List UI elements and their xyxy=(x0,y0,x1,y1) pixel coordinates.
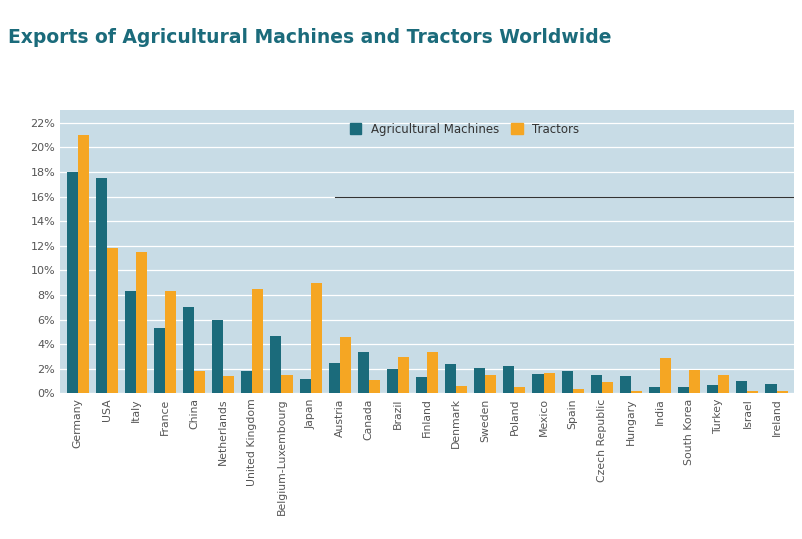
Bar xyxy=(95,178,107,393)
Bar xyxy=(561,371,573,393)
Bar xyxy=(573,389,584,393)
Bar xyxy=(649,388,660,393)
Bar xyxy=(358,351,369,393)
Bar xyxy=(591,375,602,393)
Bar xyxy=(736,381,747,393)
Bar xyxy=(456,386,468,393)
Bar xyxy=(445,364,456,393)
Bar xyxy=(78,135,89,393)
Bar xyxy=(514,388,525,393)
Bar xyxy=(416,377,427,393)
Bar xyxy=(241,371,253,393)
Bar xyxy=(282,375,293,393)
Bar xyxy=(310,283,322,393)
Bar xyxy=(631,391,642,393)
Bar xyxy=(183,307,194,393)
Bar xyxy=(747,391,759,393)
Bar xyxy=(136,252,147,393)
Bar xyxy=(154,328,165,393)
Bar xyxy=(107,248,118,393)
Bar xyxy=(194,371,205,393)
Bar xyxy=(213,320,223,393)
Text: Exports of Agricultural Machines and Tractors Worldwide: Exports of Agricultural Machines and Tra… xyxy=(8,29,611,47)
Bar xyxy=(270,336,282,393)
Text: Share of total volume in % (2011): Share of total volume in % (2011) xyxy=(20,80,273,93)
Bar xyxy=(340,337,350,393)
Bar xyxy=(165,292,176,393)
Bar xyxy=(369,380,380,393)
Bar xyxy=(544,372,555,393)
Bar xyxy=(765,384,776,393)
Bar xyxy=(398,357,409,393)
Bar xyxy=(125,292,136,393)
Bar xyxy=(67,172,78,393)
Bar xyxy=(678,388,689,393)
Bar xyxy=(707,385,719,393)
Bar xyxy=(427,351,438,393)
Bar xyxy=(776,391,788,393)
Bar xyxy=(299,379,310,393)
Bar xyxy=(620,376,631,393)
Bar xyxy=(253,289,263,393)
Bar xyxy=(533,374,544,393)
Bar xyxy=(474,368,485,393)
Bar xyxy=(602,382,613,393)
Bar xyxy=(689,370,700,393)
Bar xyxy=(660,358,671,393)
Legend: Agricultural Machines, Tractors: Agricultural Machines, Tractors xyxy=(345,118,584,140)
Bar xyxy=(329,363,340,393)
Bar xyxy=(485,375,496,393)
Bar xyxy=(223,376,234,393)
Bar xyxy=(504,367,514,393)
Bar xyxy=(387,369,398,393)
Bar xyxy=(719,375,729,393)
